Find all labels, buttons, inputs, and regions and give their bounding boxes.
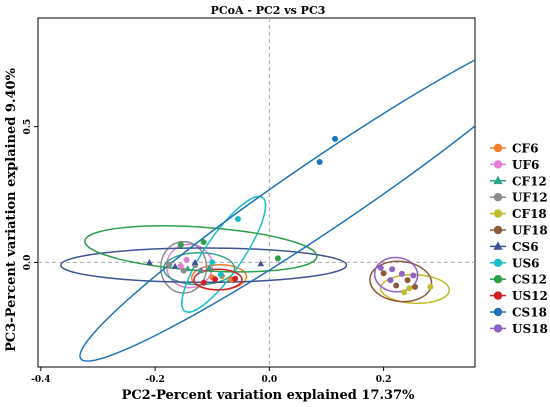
- y-axis-label: PC3-Percent variation explained 9.40%: [4, 67, 19, 351]
- y-tick-label: 0.5: [23, 119, 33, 135]
- point-cf12: [197, 266, 205, 273]
- point-cs18: [316, 158, 323, 165]
- plot-area: -0.4 -0.2 0.0 0.2 0.0 0.5: [23, 17, 476, 385]
- point-uf18: [412, 283, 419, 290]
- point-cs6: [191, 258, 199, 265]
- legend-label-us6: US6: [512, 256, 539, 270]
- point-us6: [217, 271, 224, 278]
- point-uf18: [393, 282, 400, 289]
- x-tick-label: 0.2: [376, 375, 392, 385]
- legend-label-cf12: CF12: [512, 174, 547, 188]
- x-axis-label: PC2-Percent variation explained 17.37%: [122, 388, 416, 403]
- legend-label-us18: US18: [512, 322, 548, 336]
- legend-label-cf6: CF6: [512, 142, 538, 156]
- point-cs12: [200, 239, 207, 246]
- y-tick-label: 0.0: [23, 255, 33, 271]
- legend-label-uf6: UF6: [512, 158, 539, 172]
- point-us6: [234, 215, 241, 222]
- legend-label-cs18: CS18: [512, 306, 547, 320]
- point-cs6: [146, 258, 153, 265]
- point-uf12: [180, 267, 187, 274]
- point-us12: [200, 279, 207, 286]
- legend-marker-cf18: [493, 209, 503, 218]
- point-uf18: [404, 277, 411, 284]
- point-uf6: [177, 262, 184, 269]
- legend-marker-us6: [493, 258, 503, 267]
- ellipse-us18: [373, 256, 419, 293]
- point-us12: [212, 276, 219, 283]
- legend-label-uf12: UF12: [512, 191, 548, 205]
- point-cs12: [177, 241, 184, 248]
- plot-frame: [37, 17, 476, 368]
- point-cs6: [171, 262, 179, 269]
- legend-marker-us18: [493, 324, 503, 333]
- legend-label-cf18: CF18: [512, 207, 547, 221]
- point-us18: [377, 264, 384, 271]
- point-us6: [209, 259, 216, 266]
- legend-marker-cf12: [493, 175, 503, 185]
- legend-marker-uf6: [493, 160, 503, 169]
- ellipse-us12: [193, 268, 243, 291]
- legend-label-cs12: CS12: [512, 273, 547, 287]
- point-us18: [398, 270, 405, 277]
- point-us18: [389, 266, 396, 273]
- legend-marker-cs12: [493, 275, 503, 284]
- legend-label-uf18: UF18: [512, 224, 548, 238]
- x-tick-label: -0.2: [145, 375, 164, 385]
- point-cs18: [332, 135, 339, 142]
- legend-marker-cf6: [493, 143, 503, 153]
- point-cs12: [274, 255, 281, 262]
- point-cs6: [257, 260, 265, 267]
- point-us12: [232, 275, 239, 282]
- point-us18: [410, 272, 417, 279]
- ellipse-us6: [181, 195, 267, 313]
- legend-marker-cs18: [493, 307, 503, 317]
- x-tick-label: 0.0: [262, 375, 278, 385]
- chart-title: PCoA - PC2 vs PC3: [211, 4, 326, 17]
- point-cf12: [206, 264, 213, 271]
- legend-marker-uf12: [493, 193, 503, 202]
- legend: CF6 UF6 CF12 UF12 CF18 UF18 CS6 US6 CS12 US12 CS18…: [490, 142, 548, 336]
- legend-label-us12: US12: [512, 289, 548, 303]
- ellipse-group: [60, 21, 475, 362]
- point-cf18: [401, 289, 408, 296]
- x-tick-label: -0.4: [31, 375, 50, 385]
- ellipse-cs18: [79, 21, 475, 362]
- legend-label-cs6: CS6: [512, 240, 539, 254]
- point-uf12: [166, 261, 173, 268]
- point-cf18: [406, 285, 413, 292]
- point-cf18: [427, 283, 434, 290]
- point-uf18: [380, 270, 387, 277]
- legend-marker-cs6: [493, 241, 503, 250]
- legend-marker-uf18: [493, 225, 503, 235]
- point-uf6: [183, 256, 190, 263]
- point-us18: [387, 277, 394, 284]
- legend-marker-us12: [493, 291, 503, 300]
